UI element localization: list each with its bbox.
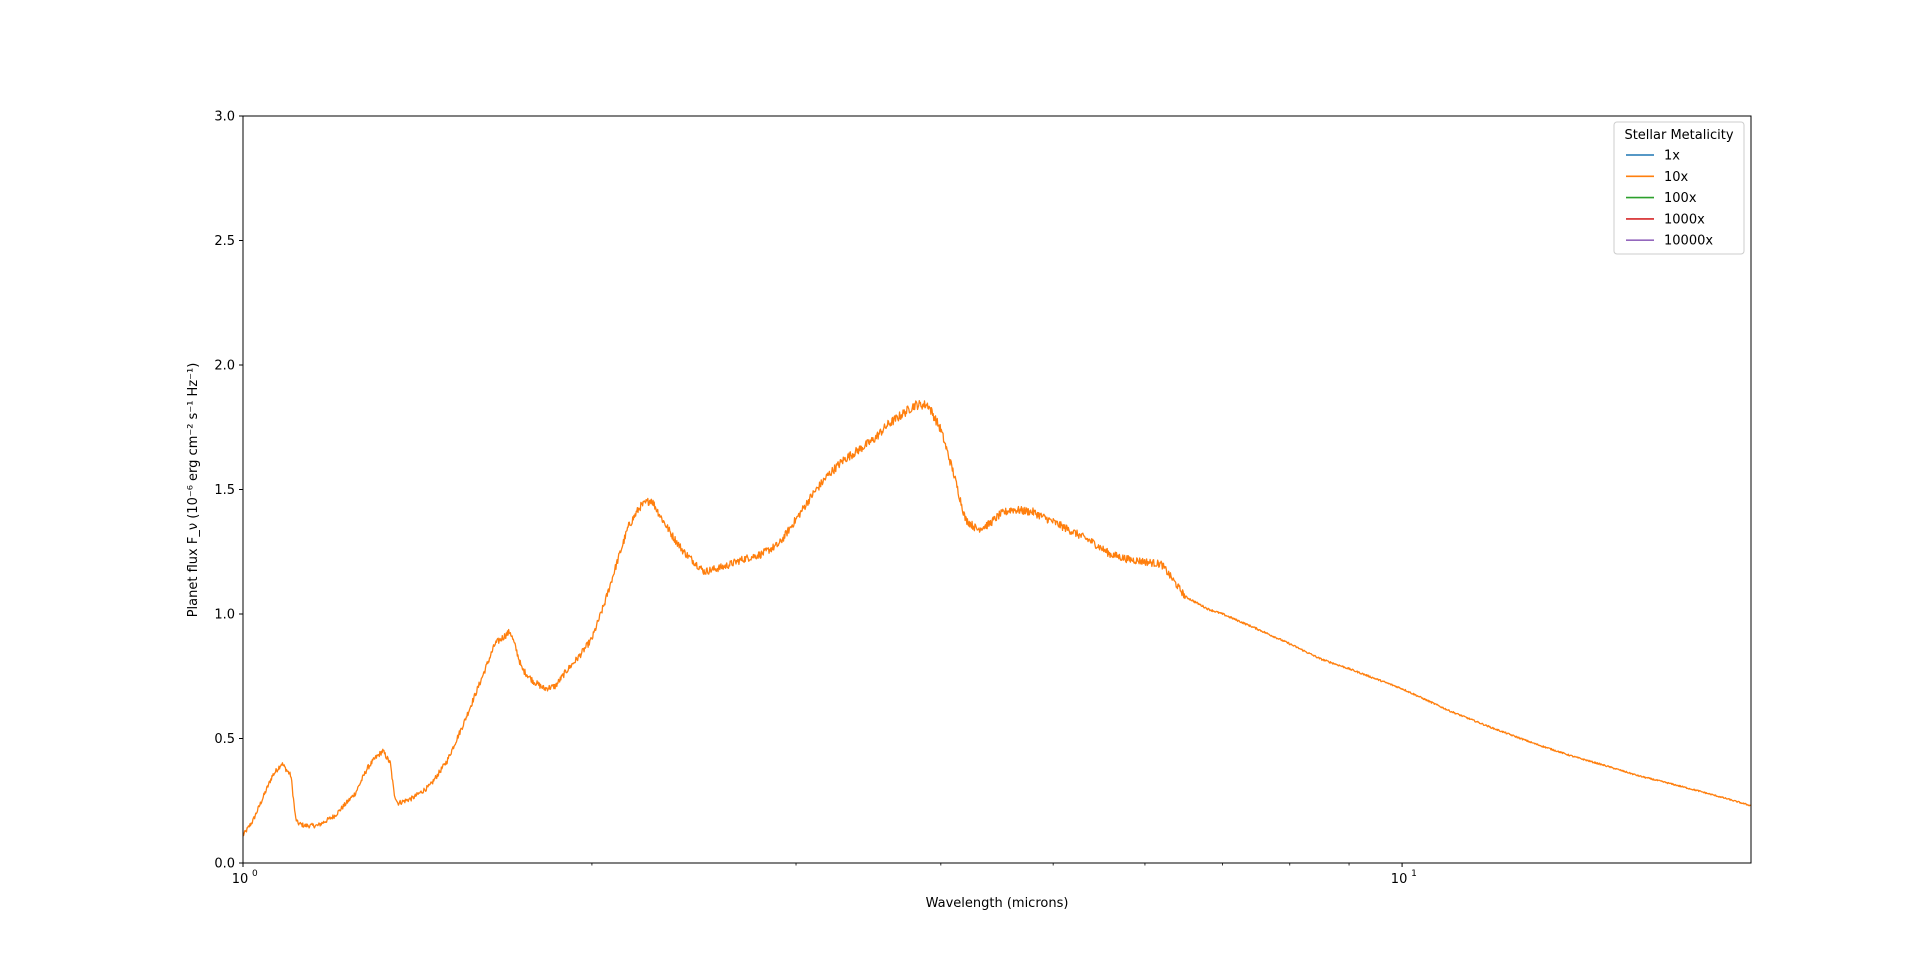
legend-entry-label: 100x <box>1664 191 1697 206</box>
y-axis-ticks: 0.0 0.5 1.0 1.5 2.0 2.5 3.0 <box>214 110 243 872</box>
x-axis-label: Wavelength (microns) <box>926 896 1069 911</box>
y-tick-label: 3.0 <box>214 110 235 125</box>
legend: Stellar Metalicity 1x 10x 100x 1000x 10000x <box>1613 121 1745 255</box>
y-tick-label: 0.5 <box>214 732 235 747</box>
legend-entry-label: 1x <box>1664 149 1680 164</box>
legend-entry-label: 10000x <box>1664 234 1713 249</box>
plot-area <box>242 115 1752 864</box>
x-tick-label: 10 <box>232 872 249 887</box>
x-axis-ticks: 10 0 10 1 <box>232 863 1417 887</box>
series-line-10x <box>243 400 1751 837</box>
axes-frame <box>242 115 1752 864</box>
legend-entry-label: 1000x <box>1664 212 1705 227</box>
y-tick-label: 2.5 <box>214 234 235 249</box>
x-tick-label: 10 <box>1391 872 1408 887</box>
y-axis-label: Planet flux F_ν (10⁻⁶ erg cm⁻² s⁻¹ Hz⁻¹) <box>186 363 201 618</box>
x-tick-label-exponent: 1 <box>1411 869 1417 879</box>
legend-entries: 1x 10x 100x 1000x 10000x <box>1626 149 1713 249</box>
y-tick-label: 0.0 <box>214 857 235 872</box>
y-tick-label: 1.0 <box>214 608 235 623</box>
y-tick-label: 2.0 <box>214 359 235 374</box>
legend-title: Stellar Metalicity <box>1624 128 1733 143</box>
y-tick-label: 1.5 <box>214 483 235 498</box>
series-layer <box>243 400 1751 837</box>
x-tick-label-exponent: 0 <box>252 869 258 879</box>
legend-entry-label: 10x <box>1664 170 1689 185</box>
